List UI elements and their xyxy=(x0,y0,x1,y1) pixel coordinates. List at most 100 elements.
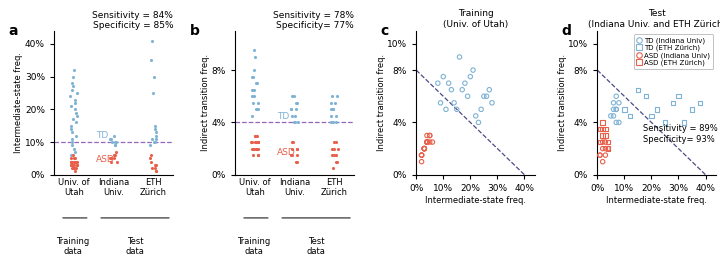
Point xyxy=(325,107,337,111)
TD (ETH Zürich) xyxy=(651,107,662,111)
Point xyxy=(248,146,260,151)
Point xyxy=(68,153,79,157)
TD (Indiana Univ) xyxy=(611,107,622,111)
Point xyxy=(418,146,430,151)
Point xyxy=(292,101,303,105)
Point xyxy=(327,120,338,124)
Text: TD: TD xyxy=(276,112,289,121)
Text: TD: TD xyxy=(96,131,108,140)
Point xyxy=(69,107,81,111)
Point xyxy=(109,140,121,144)
Text: c: c xyxy=(380,24,389,38)
Point xyxy=(421,140,433,144)
ASD (ETH Zürich) xyxy=(594,140,606,144)
Point xyxy=(330,114,341,118)
Point xyxy=(327,107,338,111)
Point xyxy=(150,163,162,167)
Point xyxy=(285,107,297,111)
Point xyxy=(416,153,428,157)
ASD (Indiana Univ) xyxy=(594,153,606,157)
Point xyxy=(149,140,161,144)
Point xyxy=(66,137,77,141)
Point xyxy=(109,143,121,147)
Text: Training
data: Training data xyxy=(56,237,89,256)
Point xyxy=(287,153,298,157)
Point xyxy=(486,101,498,105)
Point xyxy=(427,140,438,144)
Point xyxy=(421,140,433,144)
Point xyxy=(252,140,264,144)
ASD (Indiana Univ) xyxy=(597,146,608,151)
Point xyxy=(109,140,121,144)
Point xyxy=(248,146,259,151)
Point xyxy=(69,166,81,170)
ASD (Indiana Univ) xyxy=(600,153,611,157)
TD (ETH Zürich) xyxy=(672,94,684,98)
Point xyxy=(438,75,449,79)
Point xyxy=(285,107,297,111)
Point xyxy=(288,94,300,98)
Point xyxy=(246,114,257,118)
Point xyxy=(246,94,258,98)
Point xyxy=(327,107,338,111)
Point xyxy=(330,160,342,164)
Point xyxy=(65,163,76,167)
Point xyxy=(287,114,298,118)
ASD (ETH Zürich) xyxy=(600,133,611,137)
Point xyxy=(421,133,433,137)
Point xyxy=(145,153,156,157)
Point xyxy=(449,101,460,105)
Point xyxy=(150,169,161,173)
Point xyxy=(67,75,78,79)
TD (Indiana Univ) xyxy=(608,101,619,105)
Point xyxy=(467,68,479,72)
ASD (ETH Zürich) xyxy=(600,133,611,137)
Point xyxy=(148,75,160,79)
Point xyxy=(418,146,430,151)
Point xyxy=(326,146,338,151)
Text: a: a xyxy=(9,24,18,38)
Text: Training
data: Training data xyxy=(237,237,270,256)
Title: Test
(Indiana Univ. and ETH Zürich): Test (Indiana Univ. and ETH Zürich) xyxy=(588,9,720,29)
Point xyxy=(459,81,471,85)
TD (ETH Zürich) xyxy=(660,120,671,124)
Point xyxy=(246,146,258,151)
Point xyxy=(418,146,430,151)
Point xyxy=(289,114,300,118)
Point xyxy=(325,120,337,124)
Text: b: b xyxy=(190,24,199,38)
TD (ETH Zürich) xyxy=(667,101,679,105)
Point xyxy=(145,160,157,164)
Point xyxy=(150,127,161,131)
Point xyxy=(66,130,78,134)
Y-axis label: Indirect transition freq.: Indirect transition freq. xyxy=(377,54,386,151)
TD (Indiana Univ) xyxy=(611,120,622,124)
TD (Indiana Univ) xyxy=(613,101,625,105)
Point xyxy=(246,140,257,144)
Point xyxy=(248,88,260,92)
Point xyxy=(248,94,260,98)
Point xyxy=(287,140,298,144)
TD (Indiana Univ) xyxy=(608,114,619,118)
Point xyxy=(287,140,299,144)
Point xyxy=(456,88,468,92)
Point xyxy=(71,166,82,170)
Point xyxy=(146,39,158,43)
ASD (Indiana Univ) xyxy=(603,146,614,151)
Point xyxy=(70,97,81,102)
Point xyxy=(246,75,258,79)
Legend: TD (Indiana Univ), TD (ETH Zürich), ASD (Indiana Univ), ASD (ETH Zürich): TD (Indiana Univ), TD (ETH Zürich), ASD … xyxy=(634,34,713,69)
Point xyxy=(147,137,158,141)
Point xyxy=(291,146,302,151)
Point xyxy=(110,150,122,154)
Point xyxy=(66,153,77,157)
Point xyxy=(418,146,430,151)
Point xyxy=(331,94,343,98)
Point xyxy=(67,143,78,147)
Point xyxy=(418,146,430,151)
ASD (ETH Zürich) xyxy=(603,146,614,151)
Point xyxy=(484,88,495,92)
Point xyxy=(251,107,262,111)
Point xyxy=(250,146,261,151)
Point xyxy=(66,140,77,144)
